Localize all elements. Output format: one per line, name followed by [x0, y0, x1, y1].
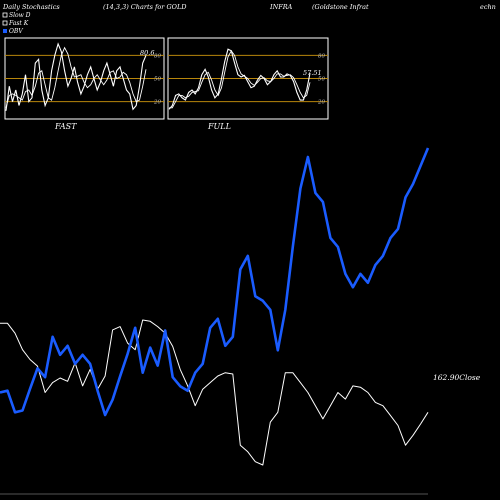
panel-full-tick-20: 20 [317, 100, 325, 106]
panel-full-series-0 [168, 48, 311, 110]
panel-fast: 20 50 80 80.6 FAST [4, 37, 165, 131]
panel-fast-tick-50: 50 [154, 77, 161, 83]
panel-full-value: 57.51 [303, 69, 322, 77]
panel-full: 20 50 80 57.51 FULL [167, 37, 329, 131]
panel-fast-tick-20: 20 [153, 100, 161, 106]
legend-fast-k: Fast K [8, 20, 29, 27]
header-symbol: INFRA [269, 3, 293, 11]
panel-full-series-1 [169, 49, 311, 109]
legend: Slow D Fast K OBV [2, 12, 31, 35]
legend-slow-d: Slow D [9, 12, 31, 19]
legend-swatch-fast-k [2, 20, 8, 26]
legend-swatch-obv [3, 29, 7, 33]
panel-fast-series-1 [5, 46, 147, 108]
header-right: echn [480, 3, 496, 11]
obv-line [0, 147, 430, 417]
header-params: (14,3,3) Charts for GOLD [103, 3, 187, 11]
panel-fast-title: FAST [54, 122, 77, 131]
panel-fast-tick-80: 80 [154, 53, 161, 59]
panel-full-tick-50: 50 [318, 77, 325, 83]
close-line [0, 319, 429, 466]
header-title: Daily Stochastics [2, 3, 60, 11]
main-chart [0, 147, 430, 466]
panel-full-title: FULL [207, 122, 231, 131]
legend-obv: OBV [9, 28, 23, 35]
panel-fast-series-0 [5, 42, 147, 111]
legend-swatch-slow-d [2, 12, 8, 18]
panel-full-tick-80: 80 [318, 53, 325, 59]
panel-fast-value: 80.6 [140, 49, 154, 57]
header-company: (Goldstone Infrat [312, 3, 369, 11]
close-value-label: 162.90Close [433, 373, 481, 382]
